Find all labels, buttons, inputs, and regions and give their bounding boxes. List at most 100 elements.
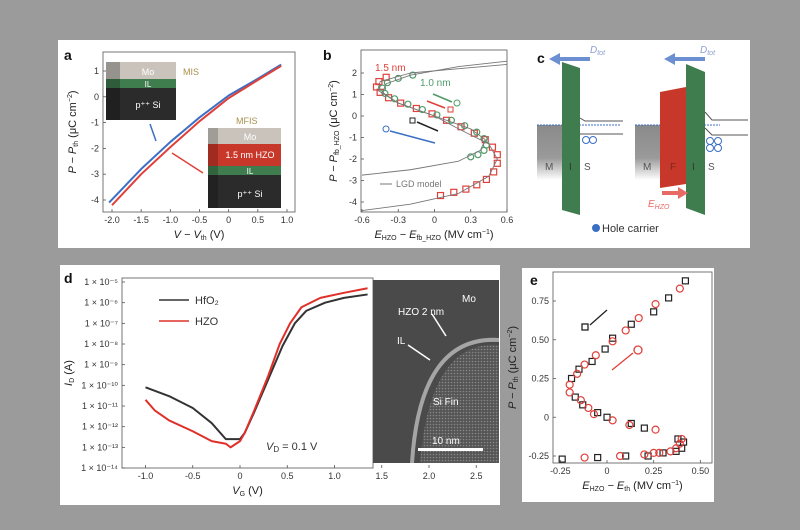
series-line-mfis [111, 64, 282, 206]
legend-hfo2-label: HfO₂ [195, 295, 219, 307]
series-line-mis [108, 63, 282, 204]
data-point-circle [608, 416, 617, 425]
data-point-circle [608, 337, 617, 346]
x-tick-label: 1.5 [375, 471, 388, 481]
x-tick-label: -0.6 [354, 215, 370, 225]
inset-mis-title: MIS [183, 67, 199, 77]
label-1-0nm: 1.0 nm [420, 78, 451, 89]
panel-label-e: e [530, 272, 538, 288]
y-tick-label: 1 × 10⁻¹¹ [82, 401, 118, 411]
inset-mfis-layer-hzo: 1.5 nm HZO [225, 150, 274, 160]
data-point-circle [634, 313, 643, 323]
data-point-square [672, 447, 680, 455]
label-m-left: M [545, 162, 553, 173]
e-hzo-label: EHZO [648, 199, 670, 211]
label-s-left: S [584, 162, 591, 173]
y-axis-label: P − Pth (μC cm−2) [67, 90, 80, 173]
legend-b: 1.5 nm 1.0 nm LGD model [375, 63, 461, 189]
label-i-right: I [692, 162, 695, 173]
y-tick-label: 2 [352, 68, 357, 78]
data-point-circle [433, 111, 441, 119]
x-tick-label: 0.6 [501, 215, 514, 225]
data-point-circle [591, 351, 600, 360]
d-tot-arrowhead-right [664, 53, 675, 65]
series-line-lgd [361, 63, 507, 212]
hole-icon [706, 144, 714, 152]
plot-frame [360, 49, 508, 213]
label-f-right: F [670, 162, 676, 173]
y-tick-label: -4 [349, 197, 357, 207]
band-right-lower [704, 127, 748, 136]
marker-red-circle [633, 345, 643, 355]
inset-mis-layer-il: IL [145, 80, 152, 89]
label-s-right: S [708, 162, 715, 173]
hole-icon [714, 144, 722, 152]
data-point-square [588, 357, 596, 366]
hole-icon [589, 136, 597, 144]
inset-mfis-layer-si: p⁺⁺ Si [237, 189, 262, 199]
data-point-square [640, 424, 648, 432]
data-point-circle [565, 380, 574, 389]
y-tick-label: -0.25 [528, 451, 549, 461]
vd-annotation: VD = 0.1 V [266, 441, 318, 454]
data-point-circle [576, 396, 585, 405]
metal-block-left [537, 125, 564, 180]
data-point-circle [584, 403, 593, 413]
band-right-upper [704, 111, 748, 121]
data-point-circle [677, 434, 686, 444]
x-tick-label: 2.5 [470, 471, 483, 481]
x-tick-label: -1.0 [138, 471, 154, 481]
data-point-square [665, 294, 673, 302]
arrow-red [611, 352, 634, 371]
y-axis-label: P − Pth (μC cm−2) [507, 326, 520, 409]
insulator-bar-left [562, 62, 580, 215]
data-point-square [442, 116, 451, 124]
data-point-square [594, 453, 602, 462]
data-point-square [558, 455, 566, 463]
data-point-circle [621, 326, 630, 335]
chart-b: -0.6 -0.3 0 0.3 0.6 2 1 0 -1 -2 -3 -4 EHZO − Efb_HZO… [328, 49, 514, 242]
x-axis-label: EHZO − Efb_HZO (MV cm−1) [374, 229, 493, 242]
lgd-legend-label: LGD model [396, 179, 442, 189]
y-tick-label: -3 [91, 169, 99, 179]
y-tick-label: 0 [94, 92, 99, 102]
data-point-square [627, 419, 635, 428]
legend-d: HfO₂ HZO VD = 0.1 V [159, 295, 318, 454]
data-point-circle [666, 447, 675, 456]
y-tick-label: 0.75 [531, 296, 549, 306]
d-tot-label-right: Dtot [700, 45, 716, 57]
x-tick-label: -0.5 [192, 215, 208, 225]
x-tick-label: 0.5 [252, 215, 265, 225]
y-tick-label: 1 × 10⁻¹⁴ [81, 463, 118, 473]
tem-label-il: IL [397, 336, 406, 347]
data-point-circle [473, 128, 481, 136]
arrow-black [589, 309, 608, 326]
x-tick-label: -1.0 [163, 215, 179, 225]
x-tick-label: -1.5 [133, 215, 149, 225]
x-tick-label: 0.50 [692, 466, 710, 476]
data-point-circle [573, 369, 582, 378]
x-tick-label: 0.5 [281, 471, 294, 481]
data-point-circle [580, 453, 589, 462]
arrow-red [426, 100, 446, 109]
y-tick-label: 0.50 [531, 335, 549, 345]
inset-mis-layer-mo: Mo [142, 67, 155, 77]
marker-black-square [581, 323, 589, 331]
y-tick-label: -4 [91, 195, 99, 205]
data-point-circle [655, 448, 664, 457]
scale-bar [418, 448, 483, 451]
y-tick-label: 1 × 10⁻⁶ [84, 298, 118, 308]
arrow-green [432, 93, 453, 103]
data-point-circle [615, 451, 625, 461]
d-tot-label-left: Dtot [590, 45, 606, 57]
y-tick-label: 1 × 10⁻¹³ [82, 442, 118, 452]
inset-mfis-layer-mo: Mo [244, 132, 257, 142]
panel-label-c: c [537, 50, 545, 66]
x-axis-label: V − Vth (V) [174, 229, 225, 242]
data-point-square [493, 151, 501, 159]
data-point-square [609, 334, 617, 342]
inset-mis-layer-si: p⁺⁺ Si [135, 100, 160, 110]
y-tick-label: -1 [349, 133, 357, 143]
x-tick-label: -0.3 [390, 215, 406, 225]
